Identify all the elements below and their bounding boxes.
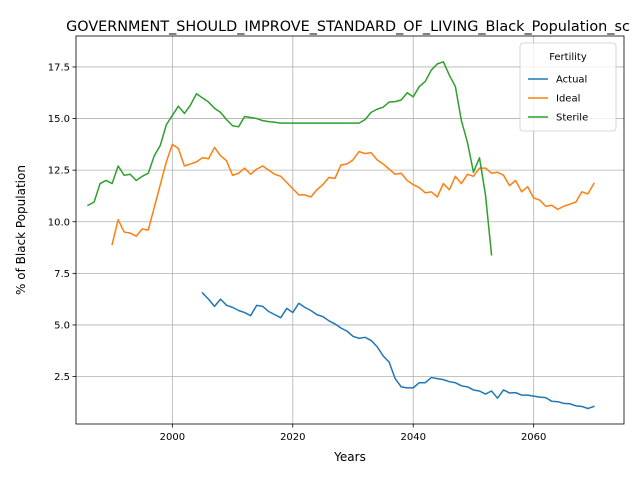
plot-area-frame — [75, 35, 625, 425]
y-tick-label: 7.5 — [54, 269, 70, 280]
x-tick-label: 2000 — [160, 432, 185, 443]
y-axis-label: % of Black Population — [14, 165, 28, 295]
y-tick-label: 2.5 — [54, 372, 70, 383]
legend-title: Fertility — [549, 52, 587, 63]
series-lines — [87, 61, 595, 410]
legend-label-sterile: Sterile — [556, 113, 588, 124]
x-tick-label: 2040 — [401, 432, 426, 443]
series-line-actual — [201, 291, 595, 410]
y-tick-label: 17.5 — [48, 63, 70, 74]
series-line-sterile — [87, 61, 493, 256]
y-tick-label: 15.0 — [48, 114, 70, 125]
y-tick-label: 12.5 — [48, 166, 70, 177]
y-tick-label: 5.0 — [54, 321, 70, 332]
x-axis-label: Years — [333, 450, 366, 464]
y-tick-label: 10.0 — [48, 217, 70, 228]
chart-title: GOVERNMENT_SHOULD_IMPROVE_STANDARD_OF_LI… — [66, 19, 630, 35]
x-tick-label: 2020 — [280, 432, 305, 443]
series-line-ideal — [111, 143, 595, 246]
legend: Fertility Actual Ideal Sterile — [519, 42, 617, 132]
axis-ticks: 2000 2020 2040 2060 2.5 5.0 7.5 10.0 12.5 15.0 17.… — [48, 63, 547, 443]
legend-box — [519, 42, 617, 132]
legend-label-actual: Actual — [556, 75, 587, 86]
legend-label-ideal: Ideal — [556, 94, 580, 105]
x-tick-label: 2060 — [521, 432, 546, 443]
